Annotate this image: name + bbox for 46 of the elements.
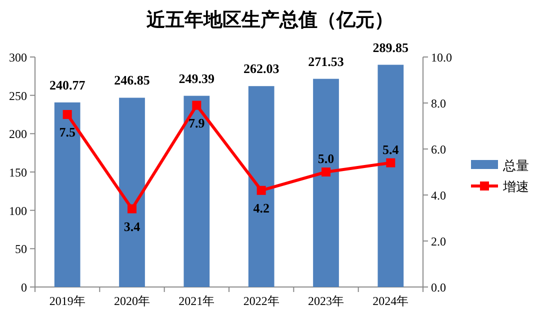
bar: [313, 78, 339, 287]
y-tick-label: 0: [21, 280, 27, 294]
data-label: 5.0: [318, 151, 334, 166]
data-label: 271.53: [308, 54, 344, 69]
data-label: 7.9: [188, 115, 206, 130]
y-tick-label: 100: [9, 204, 27, 218]
data-label: 240.77: [49, 77, 86, 92]
y2-tick-label: 10.0: [431, 50, 452, 64]
x-tick-label: 2020年: [114, 294, 150, 308]
y2-tick-label: 6.0: [431, 142, 446, 156]
y-tick-label: 50: [15, 242, 27, 256]
legend-label: 总量: [502, 159, 529, 174]
y2-tick-label: 8.0: [431, 96, 446, 110]
bar: [119, 98, 145, 287]
point: [322, 168, 330, 176]
chart-title: 近五年地区生产总值（亿元）: [146, 9, 394, 31]
data-label: 5.4: [382, 142, 400, 157]
point: [256, 186, 266, 195]
y2-tick-label: 0.0: [431, 280, 446, 294]
x-tick-label: 2022年: [243, 294, 280, 308]
data-label: 7.5: [59, 124, 76, 140]
data-label: 249.39: [178, 70, 216, 86]
y-tick-label: 250: [9, 88, 27, 103]
bar: [54, 102, 80, 287]
x-tick-label: 2024年: [372, 294, 409, 308]
point: [386, 158, 396, 168]
y2-tick-label: 4.0: [431, 188, 446, 202]
data-label: 289.85: [372, 40, 410, 55]
data-label: 262.03: [243, 61, 280, 76]
point: [128, 204, 136, 214]
bar: [378, 64, 404, 287]
y-tick-label: 200: [9, 127, 27, 142]
x-tick-label: 2019年: [49, 294, 86, 308]
y2-tick-label: 2.0: [431, 234, 446, 248]
point: [192, 100, 202, 110]
data-label: 246.85: [114, 72, 150, 88]
data-label: 4.2: [253, 200, 270, 216]
data-label: 3.4: [124, 218, 141, 234]
bar: [248, 86, 274, 287]
legend-label: 增速: [502, 180, 529, 195]
bar: [184, 96, 210, 287]
y-tick-label: 300: [9, 50, 27, 64]
x-tick-label: 2021年: [178, 294, 215, 308]
x-tick-label: 2023年: [308, 294, 344, 308]
point: [62, 110, 72, 119]
y-tick-label: 150: [9, 166, 27, 180]
